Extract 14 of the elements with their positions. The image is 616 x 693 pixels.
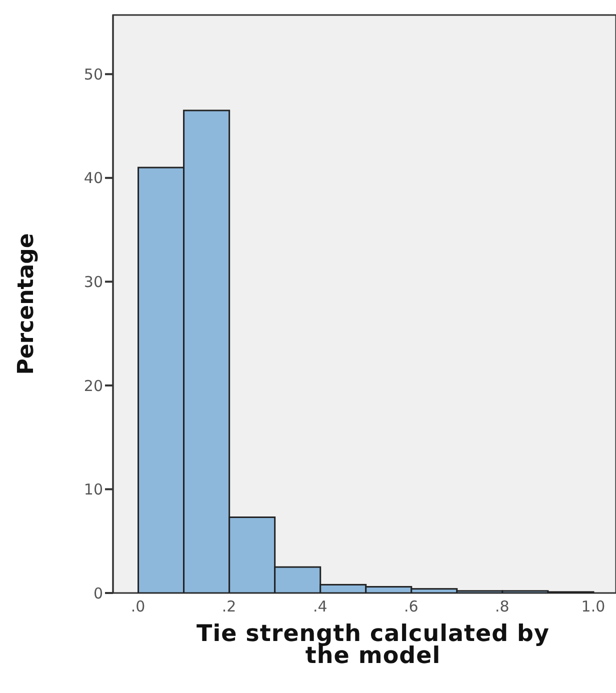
x-tick-label: .8	[495, 598, 510, 616]
x-tick-label: .2	[222, 598, 236, 616]
y-tick-label: 50	[84, 65, 103, 84]
y-tick-label: 20	[84, 376, 103, 395]
y-tick-label: 40	[84, 169, 103, 188]
y-tick-label: 10	[84, 480, 103, 499]
x-axis-title: Tie strength calculated by the model	[196, 621, 550, 669]
x-tick-label: .4	[312, 598, 328, 616]
y-tick-label: 0	[93, 584, 103, 602]
x-tick-label: .0	[130, 598, 146, 616]
y-axis-title: Percentage	[14, 233, 39, 375]
x-tick-label: .6	[404, 598, 418, 616]
y-tick-label: 30	[84, 273, 103, 292]
x-tick-label: 1.0	[581, 598, 606, 616]
